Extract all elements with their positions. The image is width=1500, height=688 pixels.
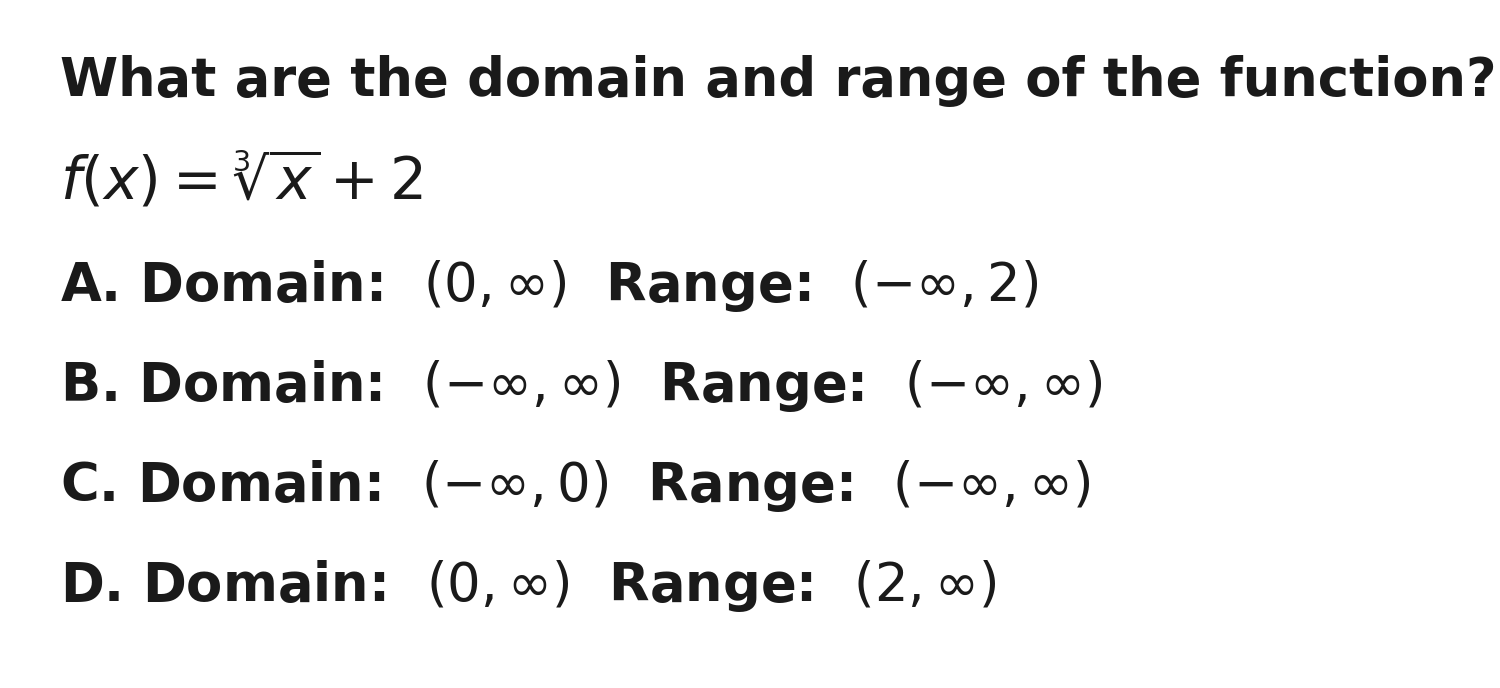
Text: A. Domain:  $(0, \infty)$  Range:  $(-\infty, 2)$: A. Domain: $(0, \infty)$ Range: $(-\inft… bbox=[60, 258, 1038, 314]
Text: $f(x) = \sqrt[3]{x} + 2$: $f(x) = \sqrt[3]{x} + 2$ bbox=[60, 150, 423, 211]
Text: B. Domain:  $(-\infty, \infty)$  Range:  $(-\infty, \infty)$: B. Domain: $(-\infty, \infty)$ Range: $(… bbox=[60, 358, 1102, 414]
Text: What are the domain and range of the function?: What are the domain and range of the fun… bbox=[60, 55, 1497, 107]
Text: D. Domain:  $(0, \infty)$  Range:  $(2, \infty)$: D. Domain: $(0, \infty)$ Range: $(2, \in… bbox=[60, 558, 998, 614]
Text: C. Domain:  $(-\infty, 0)$  Range:  $(-\infty, \infty)$: C. Domain: $(-\infty, 0)$ Range: $(-\inf… bbox=[60, 458, 1090, 514]
